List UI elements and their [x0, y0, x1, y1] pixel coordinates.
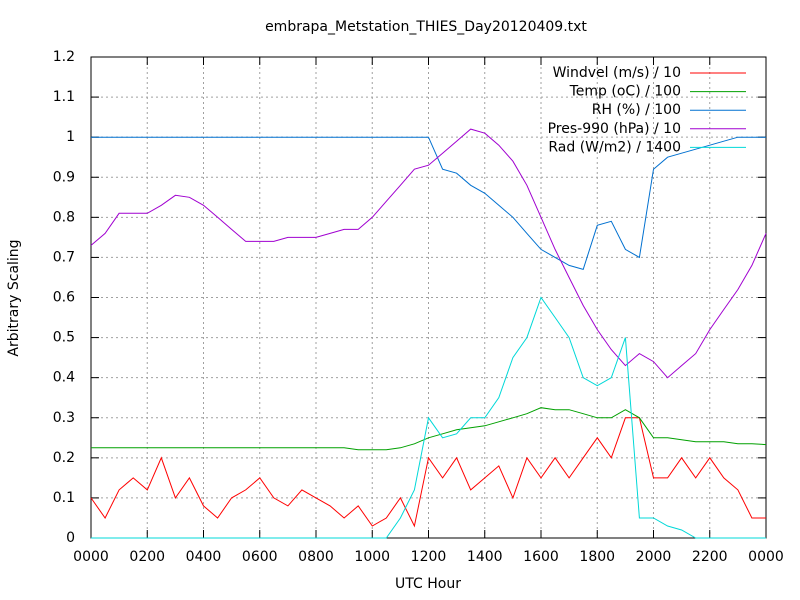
- series-line: [90, 417, 766, 528]
- x-tick-label: 1000: [354, 549, 390, 565]
- x-tick-label: 0000: [748, 549, 784, 565]
- y-tick-label: 0.1: [53, 490, 75, 506]
- series-line: [91, 136, 766, 271]
- y-axis-label: Arbitrary Scaling: [6, 239, 22, 356]
- x-tick-label: 2000: [636, 549, 672, 565]
- legend-label: Temp (oC) / 100: [569, 84, 681, 100]
- x-tick-label: 0000: [73, 549, 109, 565]
- x-tick-label: 0800: [298, 549, 334, 565]
- y-tick-label: 1.1: [53, 89, 75, 105]
- x-tick-label: 1200: [411, 549, 447, 565]
- x-tick-label: 1800: [579, 549, 615, 565]
- chart-title: embrapa_Metstation_THIES_Day20120409.txt: [265, 19, 587, 35]
- y-tick-label: 0.9: [53, 169, 75, 185]
- legend-label: Rad (W/m2) / 1400: [548, 139, 681, 155]
- y-tick-label: 0.6: [53, 290, 75, 306]
- plot-frame: [90, 56, 767, 539]
- series-line: [91, 407, 767, 451]
- legend-label: Windvel (m/s) / 10: [553, 65, 681, 81]
- x-tick-label: 1600: [523, 549, 559, 565]
- series-line: [91, 296, 766, 539]
- x-axis-label: UTC Hour: [395, 576, 461, 592]
- y-tick-label: 0.4: [53, 370, 75, 386]
- x-tick-label: 0400: [186, 549, 222, 565]
- y-tick-label: 1: [66, 129, 75, 145]
- y-tick-label: 0.7: [53, 249, 75, 265]
- y-tick-label: 0.2: [53, 450, 75, 466]
- series-line: [90, 128, 767, 379]
- y-tick-label: 1.2: [53, 49, 75, 65]
- y-tick-label: 0.3: [53, 410, 75, 426]
- y-tick-label: 0.8: [53, 209, 75, 225]
- x-tick-label: 0200: [129, 549, 165, 565]
- y-tick-label: 0.5: [53, 330, 75, 346]
- x-tick-label: 2200: [692, 549, 728, 565]
- legend-label: Pres-990 (hPa) / 10: [548, 121, 681, 137]
- x-tick-label: 0600: [242, 549, 278, 565]
- x-tick-label: 1400: [467, 549, 503, 565]
- y-tick-label: 0: [66, 530, 75, 546]
- legend-label: RH (%) / 100: [592, 102, 681, 118]
